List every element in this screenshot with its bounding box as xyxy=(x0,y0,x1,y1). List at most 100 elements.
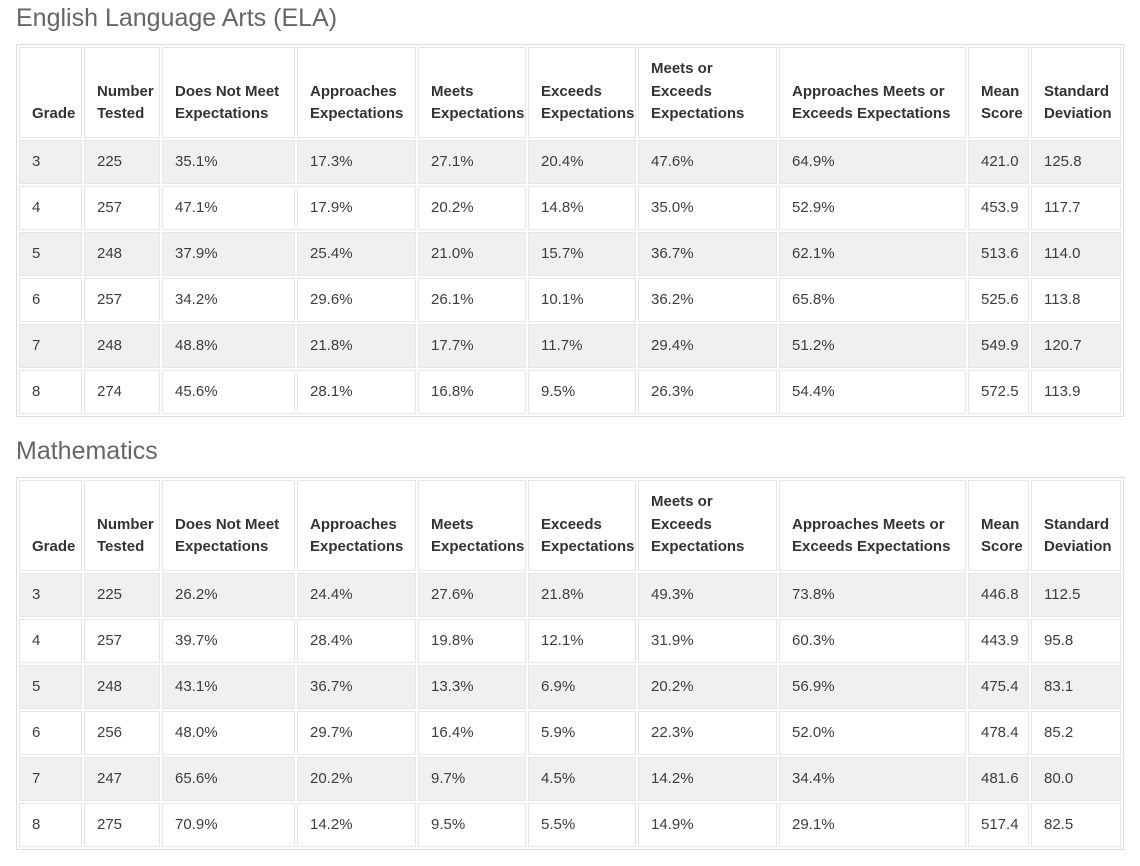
cell-meets-expectations: 17.7% xyxy=(418,323,526,368)
table-row-grade-8: 8 275 70.9% 14.2% 9.5% 5.5% 14.9% 29.1% 517.4 82.… xyxy=(19,802,1121,847)
cell-does-not-meet-expectations: 43.1% xyxy=(162,664,295,709)
cell-meets-expectations: 27.6% xyxy=(418,572,526,617)
cell-number-tested: 274 xyxy=(84,369,160,414)
column-header-mean-score: Mean Score xyxy=(968,47,1029,138)
cell-mean-score: 443.9 xyxy=(968,618,1029,663)
cell-does-not-meet-expectations: 26.2% xyxy=(162,572,295,617)
table-row-grade-6: 6 257 34.2% 29.6% 26.1% 10.1% 36.2% 65.8% 525.6 1… xyxy=(19,277,1121,322)
column-header-does-not-meet-expectations: Does Not Meet Expectations xyxy=(162,47,295,138)
cell-exceeds-expectations: 4.5% xyxy=(528,756,636,801)
cell-meets-or-exceeds-expectations: 26.3% xyxy=(638,369,777,414)
cell-standard-deviation: 82.5 xyxy=(1031,802,1121,847)
cell-number-tested: 247 xyxy=(84,756,160,801)
cell-meets-or-exceeds-expectations: 47.6% xyxy=(638,139,777,184)
cell-meets-expectations: 9.5% xyxy=(418,802,526,847)
cell-meets-expectations: 19.8% xyxy=(418,618,526,663)
cell-number-tested: 257 xyxy=(84,277,160,322)
cell-mean-score: 421.0 xyxy=(968,139,1029,184)
cell-grade: 6 xyxy=(19,710,82,755)
cell-mean-score: 517.4 xyxy=(968,802,1029,847)
cell-approaches-expectations: 17.9% xyxy=(297,185,416,230)
cell-meets-or-exceeds-expectations: 14.2% xyxy=(638,756,777,801)
table-row-grade-3: 3 225 35.1% 17.3% 27.1% 20.4% 47.6% 64.9% 421.0 1… xyxy=(19,139,1121,184)
cell-grade: 6 xyxy=(19,277,82,322)
cell-standard-deviation: 95.8 xyxy=(1031,618,1121,663)
cell-number-tested: 248 xyxy=(84,231,160,276)
column-header-exceeds-expectations: Exceeds Expectations xyxy=(528,480,636,571)
cell-mean-score: 525.6 xyxy=(968,277,1029,322)
column-header-meets-expectations: Meets Expectations xyxy=(418,47,526,138)
cell-approaches-meets-or-exceeds-expectations: 65.8% xyxy=(779,277,966,322)
column-header-does-not-meet-expectations: Does Not Meet Expectations xyxy=(162,480,295,571)
cell-approaches-meets-or-exceeds-expectations: 64.9% xyxy=(779,139,966,184)
cell-meets-or-exceeds-expectations: 31.9% xyxy=(638,618,777,663)
cell-meets-or-exceeds-expectations: 35.0% xyxy=(638,185,777,230)
cell-standard-deviation: 85.2 xyxy=(1031,710,1121,755)
column-header-approaches-meets-or-exceeds-expectations: Approaches Meets or Exceeds Expectations xyxy=(779,480,966,571)
cell-grade: 8 xyxy=(19,802,82,847)
column-header-standard-deviation: Standard Deviation xyxy=(1031,480,1121,571)
table-row-grade-4: 4 257 47.1% 17.9% 20.2% 14.8% 35.0% 52.9% 453.9 1… xyxy=(19,185,1121,230)
table-row-grade-5: 5 248 43.1% 36.7% 13.3% 6.9% 20.2% 56.9% 475.4 83… xyxy=(19,664,1121,709)
cell-mean-score: 446.8 xyxy=(968,572,1029,617)
cell-number-tested: 248 xyxy=(84,664,160,709)
table-row-grade-4: 4 257 39.7% 28.4% 19.8% 12.1% 31.9% 60.3% 443.9 9… xyxy=(19,618,1121,663)
cell-mean-score: 475.4 xyxy=(968,664,1029,709)
header-row: Grade Number Tested Does Not Meet Expectat… xyxy=(19,47,1121,138)
cell-number-tested: 275 xyxy=(84,802,160,847)
cell-mean-score: 481.6 xyxy=(968,756,1029,801)
cell-approaches-meets-or-exceeds-expectations: 52.0% xyxy=(779,710,966,755)
cell-exceeds-expectations: 10.1% xyxy=(528,277,636,322)
cell-meets-expectations: 16.4% xyxy=(418,710,526,755)
cell-approaches-meets-or-exceeds-expectations: 34.4% xyxy=(779,756,966,801)
section-title-mathematics: Mathematics xyxy=(16,436,158,465)
cell-does-not-meet-expectations: 70.9% xyxy=(162,802,295,847)
cell-meets-or-exceeds-expectations: 22.3% xyxy=(638,710,777,755)
cell-meets-or-exceeds-expectations: 36.7% xyxy=(638,231,777,276)
cell-meets-or-exceeds-expectations: 20.2% xyxy=(638,664,777,709)
cell-exceeds-expectations: 9.5% xyxy=(528,369,636,414)
cell-standard-deviation: 113.9 xyxy=(1031,369,1121,414)
column-header-exceeds-expectations: Exceeds Expectations xyxy=(528,47,636,138)
cell-mean-score: 513.6 xyxy=(968,231,1029,276)
cell-meets-or-exceeds-expectations: 49.3% xyxy=(638,572,777,617)
column-header-approaches-expectations: Approaches Expectations xyxy=(297,480,416,571)
cell-standard-deviation: 112.5 xyxy=(1031,572,1121,617)
cell-does-not-meet-expectations: 37.9% xyxy=(162,231,295,276)
column-header-approaches-meets-or-exceeds-expectations: Approaches Meets or Exceeds Expectations xyxy=(779,47,966,138)
cell-standard-deviation: 113.8 xyxy=(1031,277,1121,322)
cell-standard-deviation: 125.8 xyxy=(1031,139,1121,184)
cell-exceeds-expectations: 12.1% xyxy=(528,618,636,663)
cell-grade: 7 xyxy=(19,756,82,801)
cell-standard-deviation: 114.0 xyxy=(1031,231,1121,276)
cell-approaches-expectations: 20.2% xyxy=(297,756,416,801)
cell-number-tested: 225 xyxy=(84,572,160,617)
cell-meets-expectations: 20.2% xyxy=(418,185,526,230)
cell-approaches-expectations: 25.4% xyxy=(297,231,416,276)
cell-mean-score: 478.4 xyxy=(968,710,1029,755)
cell-meets-expectations: 27.1% xyxy=(418,139,526,184)
header-row: Grade Number Tested Does Not Meet Expectat… xyxy=(19,480,1121,571)
cell-exceeds-expectations: 6.9% xyxy=(528,664,636,709)
column-header-approaches-expectations: Approaches Expectations xyxy=(297,47,416,138)
cell-meets-or-exceeds-expectations: 36.2% xyxy=(638,277,777,322)
cell-approaches-meets-or-exceeds-expectations: 52.9% xyxy=(779,185,966,230)
cell-grade: 4 xyxy=(19,185,82,230)
cell-number-tested: 257 xyxy=(84,618,160,663)
cell-approaches-meets-or-exceeds-expectations: 73.8% xyxy=(779,572,966,617)
cell-approaches-expectations: 24.4% xyxy=(297,572,416,617)
assessment-results-page: English Language Arts (ELA) Grade Number … xyxy=(16,3,1124,850)
cell-does-not-meet-expectations: 45.6% xyxy=(162,369,295,414)
table-row-grade-8: 8 274 45.6% 28.1% 16.8% 9.5% 26.3% 54.4% 572.5 11… xyxy=(19,369,1121,414)
cell-meets-or-exceeds-expectations: 29.4% xyxy=(638,323,777,368)
cell-standard-deviation: 80.0 xyxy=(1031,756,1121,801)
cell-approaches-expectations: 17.3% xyxy=(297,139,416,184)
cell-grade: 4 xyxy=(19,618,82,663)
table-row-grade-6: 6 256 48.0% 29.7% 16.4% 5.9% 22.3% 52.0% 478.4 85… xyxy=(19,710,1121,755)
column-header-number-tested: Number Tested xyxy=(84,480,160,571)
cell-meets-expectations: 13.3% xyxy=(418,664,526,709)
cell-exceeds-expectations: 15.7% xyxy=(528,231,636,276)
cell-approaches-meets-or-exceeds-expectations: 51.2% xyxy=(779,323,966,368)
cell-approaches-meets-or-exceeds-expectations: 56.9% xyxy=(779,664,966,709)
cell-approaches-expectations: 14.2% xyxy=(297,802,416,847)
